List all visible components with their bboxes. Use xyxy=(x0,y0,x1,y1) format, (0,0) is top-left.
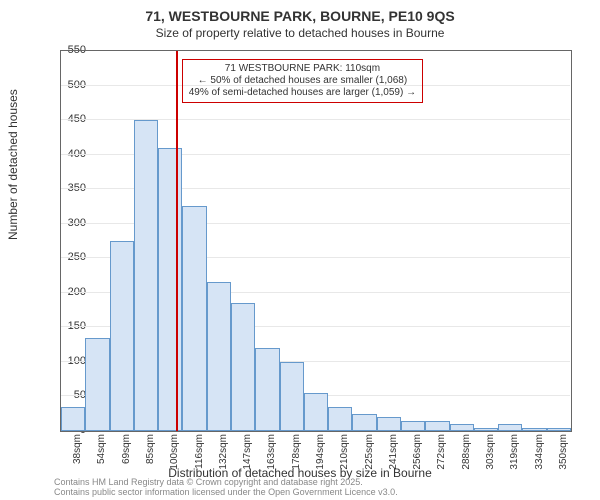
annotation-box: 71 WESTBOURNE PARK: 110sqm ← 50% of deta… xyxy=(182,59,423,103)
annotation-line3: 49% of semi-detached houses are larger (… xyxy=(189,87,416,99)
histogram-bar xyxy=(207,282,231,431)
histogram-bar xyxy=(110,241,134,431)
histogram-bar xyxy=(231,303,255,431)
histogram-bar xyxy=(401,421,425,431)
histogram-bar xyxy=(304,393,328,431)
chart-title: 71, WESTBOURNE PARK, BOURNE, PE10 9QS xyxy=(0,0,600,24)
histogram-bar xyxy=(134,120,158,431)
annotation-line1: 71 WESTBOURNE PARK: 110sqm xyxy=(189,63,416,75)
histogram-bar xyxy=(352,414,376,431)
histogram-bar xyxy=(474,428,498,431)
chart-subtitle: Size of property relative to detached ho… xyxy=(0,24,600,40)
histogram-bar xyxy=(61,407,85,431)
plot-area: 71 WESTBOURNE PARK: 110sqm ← 50% of deta… xyxy=(60,50,572,432)
histogram-bar xyxy=(498,424,522,431)
histogram-bar xyxy=(328,407,352,431)
annotation-line2: ← 50% of detached houses are smaller (1,… xyxy=(189,75,416,87)
histogram-bar xyxy=(158,148,182,431)
footnote: Contains HM Land Registry data © Crown c… xyxy=(54,478,398,498)
marker-line xyxy=(176,51,178,431)
histogram-bar xyxy=(255,348,279,431)
footnote-line2: Contains public sector information licen… xyxy=(54,488,398,498)
histogram-bar xyxy=(522,428,546,431)
y-axis-label: Number of detached houses xyxy=(6,89,20,240)
histogram-bar xyxy=(547,428,571,431)
histogram-bar xyxy=(425,421,449,431)
histogram-bar xyxy=(377,417,401,431)
histogram-bar xyxy=(280,362,304,431)
histogram-bar xyxy=(182,206,206,431)
histogram-bar xyxy=(85,338,109,431)
chart-container: 71, WESTBOURNE PARK, BOURNE, PE10 9QS Si… xyxy=(0,0,600,500)
histogram-bar xyxy=(450,424,474,431)
